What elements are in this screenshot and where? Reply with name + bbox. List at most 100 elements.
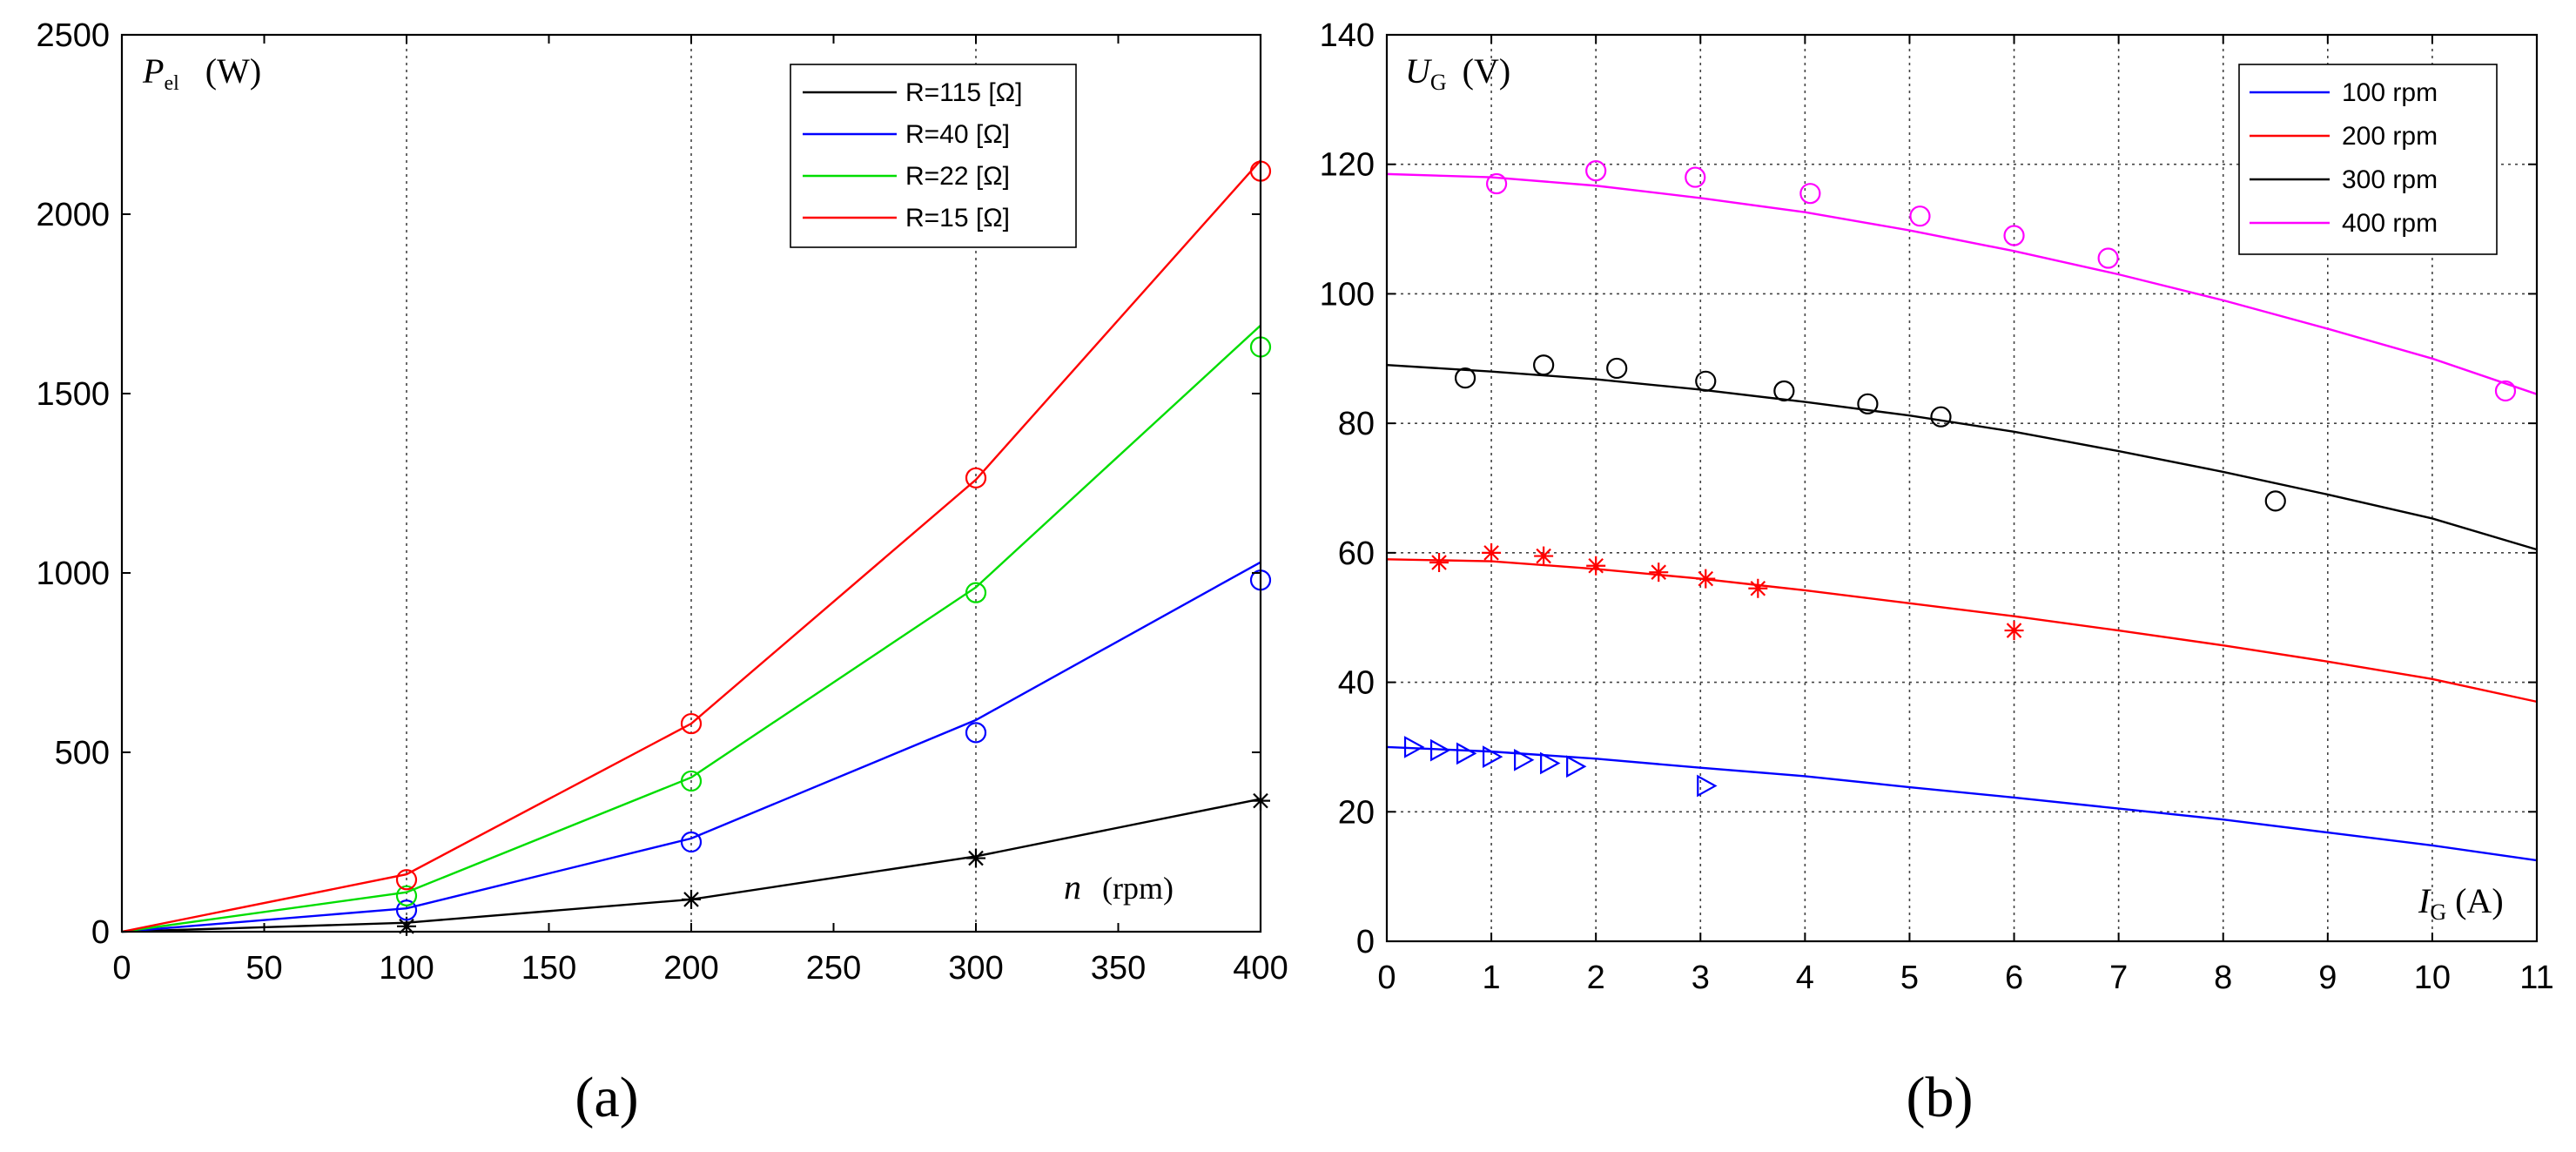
chart-a: 0 50 100 150 200 250 300 350 400 0 500 1000 1500 2000… xyxy=(36,17,1288,1129)
chart-b-point-100-rpm xyxy=(1482,745,1503,768)
chart-a-point-r-115 xyxy=(682,889,701,909)
chart-b-series-line-400-rpm xyxy=(1386,172,2538,395)
chart-b-point-200-rpm xyxy=(1429,553,1449,573)
chart-b-point-200-rpm-stroke xyxy=(1750,580,1766,596)
chart-b-point-300-rpm xyxy=(1533,354,1555,376)
chart-a-xtick-label: 350 xyxy=(1091,950,1146,987)
chart-b-legend-label-400-rpm: 400 rpm xyxy=(2342,209,2438,238)
chart-b-markers xyxy=(1403,160,2517,798)
chart-a-point-r-40 xyxy=(395,899,418,921)
chart-b-point-100-rpm xyxy=(1456,742,1477,765)
chart-b-point-300-rpm xyxy=(1857,393,1879,414)
chart-b-point-200-rpm-stroke xyxy=(1698,570,1714,587)
chart-b-point-400-rpm xyxy=(1585,160,1607,182)
chart-b-point-400-rpm xyxy=(1485,172,1508,195)
chart-a-point-r-40 xyxy=(680,831,703,853)
chart-b-series-line-300-rpm xyxy=(1386,364,2538,551)
chart-a-ytick-label: 2500 xyxy=(36,17,110,54)
chart-a-xtick-label: 50 xyxy=(245,950,282,987)
chart-b-grid xyxy=(1387,35,2537,941)
chart-b-ytick-label: 140 xyxy=(1320,17,1375,54)
chart-a-series-line-r-40 xyxy=(121,561,1261,933)
chart-a-point-r-15 xyxy=(395,869,418,891)
chart-b-point-100-rpm xyxy=(1403,736,1425,758)
chart-b-point-200-rpm-stroke xyxy=(1536,548,1551,564)
chart-b-point-200-rpm xyxy=(1586,556,1606,576)
chart-a-ytick-label: 2000 xyxy=(36,197,110,233)
chart-a-point-r-22 xyxy=(395,885,418,906)
chart-a-panel-label: (a) xyxy=(575,1066,638,1129)
chart-a-legend-label-r-40: R=40 [Ω] xyxy=(905,120,1010,149)
chart-a-xlabel-unit: (rpm) xyxy=(1102,871,1174,906)
chart-a-point-r-115-stroke xyxy=(683,892,699,907)
chart-b-xlabel-unit: (A) xyxy=(2455,881,2504,920)
chart-b-xtick-label: 9 xyxy=(2318,960,2337,996)
chart-a-markers xyxy=(395,160,1272,936)
chart-b-xtick-label: 6 xyxy=(2005,960,2023,996)
chart-b-point-100-rpm xyxy=(1697,774,1718,798)
chart-b-point-300-rpm xyxy=(1606,357,1628,380)
chart-a-legend-label-r-15: R=15 [Ω] xyxy=(905,204,1010,232)
chart-a-point-r-15 xyxy=(680,712,703,735)
chart-b-xtick-label: 3 xyxy=(1692,960,1710,996)
chart-b-point-300-rpm xyxy=(1695,370,1717,392)
chart-a-ytick-label: 1000 xyxy=(36,556,110,592)
chart-a-point-r-115-stroke xyxy=(968,850,984,866)
chart-b-ytick-label: 40 xyxy=(1338,665,1375,702)
chart-a-xtick-label: 400 xyxy=(1233,950,1288,987)
chart-b-point-200-rpm xyxy=(1748,578,1768,598)
chart-b-point-200-rpm-stroke xyxy=(1651,564,1667,580)
chart-b-point-400-rpm xyxy=(1685,166,1706,188)
chart-a-ticks: 0 50 100 150 200 250 300 350 400 0 500 1000 1500 2000… xyxy=(36,17,1288,987)
chart-b-legend-label-300-rpm: 300 rpm xyxy=(2342,165,2438,194)
chart-a-legend-box xyxy=(790,64,1077,248)
chart-b-ytick-label: 120 xyxy=(1320,147,1375,184)
chart-a-point-r-115 xyxy=(966,848,985,868)
chart-b-legend: 100 rpm 200 rpm 300 rpm 400 rpm xyxy=(2238,64,2498,255)
chart-b-series-line-200-rpm xyxy=(1386,558,2538,704)
chart-b-point-200-rpm xyxy=(1696,569,1716,589)
chart-b-lines xyxy=(1386,172,2538,862)
chart-b-xtick-label: 4 xyxy=(1796,960,1814,996)
chart-a-xtick-label: 200 xyxy=(663,950,718,987)
chart-b-series-line-100-rpm xyxy=(1386,745,2538,862)
chart-b-point-400-rpm xyxy=(1799,183,1821,205)
chart-b-xtick-label: 7 xyxy=(2109,960,2128,996)
chart-b-point-300-rpm xyxy=(1773,380,1795,402)
chart-a-xtick-label: 300 xyxy=(948,950,1003,987)
chart-b-panel-label: (b) xyxy=(1907,1066,1974,1129)
chart-a-legend-label-r-115: R=115 [Ω] xyxy=(905,78,1022,107)
chart-b-xtick-label: 8 xyxy=(2214,960,2232,996)
chart-b-xtick-label: 10 xyxy=(2414,960,2451,996)
chart-b-ytick-label: 100 xyxy=(1320,276,1375,313)
chart-b-xtick-label: 5 xyxy=(1900,960,1919,996)
chart-b-point-400-rpm xyxy=(2003,225,2025,246)
chart-b-point-200-rpm-stroke xyxy=(2006,623,2022,638)
chart-b-ytick-label: 80 xyxy=(1338,406,1375,442)
chart-b-ylabel-subscript: G xyxy=(1430,70,1447,95)
chart-b-ytick-label: 0 xyxy=(1356,924,1375,960)
chart-a-grid xyxy=(406,35,977,932)
chart-b-point-200-rpm-stroke xyxy=(1431,555,1447,570)
chart-a-ylabel-symbol: P xyxy=(142,51,164,91)
chart-b-legend-label-100-rpm: 100 rpm xyxy=(2342,78,2438,107)
chart-b-point-100-rpm xyxy=(1566,755,1587,778)
chart-b-ylabel-unit: (V) xyxy=(1463,51,1511,91)
chart-b-point-200-rpm-stroke xyxy=(1483,545,1499,561)
chart-a-point-r-15 xyxy=(965,467,987,488)
chart-b-point-200-rpm xyxy=(1482,542,1502,563)
chart-b-point-200-rpm xyxy=(2004,621,2024,641)
chart-a-ytick-label: 1500 xyxy=(36,376,110,413)
chart-b-point-200-rpm-stroke xyxy=(1588,557,1604,574)
chart-b-xtick-label: 2 xyxy=(1587,960,1605,996)
chart-b-xlabel-subscript: G xyxy=(2430,899,2446,925)
chart-b-xtick-label: 11 xyxy=(2519,960,2553,996)
chart-b-point-400-rpm xyxy=(2097,247,2119,269)
chart-a-xtick-label: 0 xyxy=(112,950,131,987)
chart-a-xlabel-symbol: n xyxy=(1064,867,1081,906)
chart-a-ylabel: Pel (W) xyxy=(142,51,261,95)
chart-b-point-200-rpm xyxy=(1649,563,1669,583)
chart-a-ytick-label: 0 xyxy=(91,914,110,951)
chart-a-point-r-22 xyxy=(965,582,987,603)
